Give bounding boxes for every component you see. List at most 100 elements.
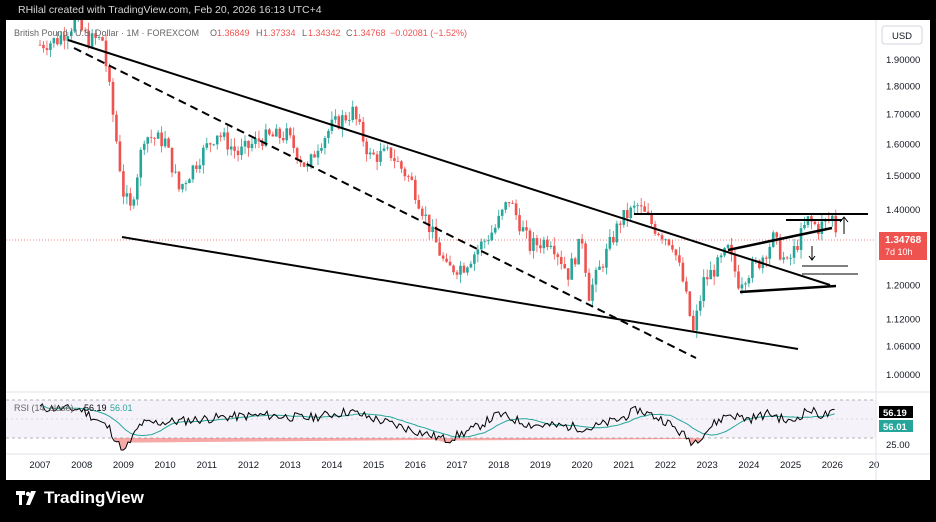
candle-body [215,135,219,145]
candle-body [344,115,348,121]
candle-body [445,258,448,262]
candle-body [379,150,382,162]
candle-body [799,228,803,250]
time-tick-label: 2018 [488,460,509,471]
candle-body [122,171,125,197]
target-arrow-down-head [808,255,816,261]
time-tick-label: 20 [869,460,880,471]
candle-body [73,20,77,32]
candle-body [233,146,236,151]
candle-body [288,128,292,136]
candle-body [49,43,52,51]
candle-body [688,291,692,316]
time-tick-label: 2020 [572,460,593,471]
candle-body [295,148,299,160]
rsi-pane[interactable] [6,399,876,451]
price-axis[interactable]: 1.90000 1.80000 1.70000 1.60000 1.50000 1.400… [886,55,920,381]
candle-body [740,284,744,289]
dashed-trendline[interactable] [73,47,697,359]
candle-body [45,48,49,51]
candle-body [539,245,542,249]
candle-body [542,239,546,249]
candle-body [63,35,66,41]
candle-body [476,249,480,255]
candle-body [733,254,737,272]
price-tick-label: 1.70000 [886,110,920,121]
candle-body [358,119,361,122]
candle-body [573,258,577,265]
candle-body [817,224,820,234]
candle-body [570,258,573,280]
candle-body [97,37,101,38]
candle-body [38,44,42,46]
symbol-title[interactable]: British Pound / U.S. Dollar · 1M · FOREX… [14,28,199,38]
candle-body [83,30,87,32]
price-tick-label: 1.20000 [886,281,920,292]
time-axis[interactable]: 2007 2008 2009 2010 2011 2012 2013 2014 2015 2016… [29,460,879,471]
candle-body [285,128,289,141]
trendlines[interactable] [67,39,868,359]
candle-body [375,154,379,162]
channel-lower-trendline[interactable] [121,236,799,350]
chart-canvas[interactable]: 1.90000 1.80000 1.70000 1.60000 1.50000 1.400… [6,20,930,480]
candle-body [56,38,59,45]
candle-body [764,257,768,259]
candle-body [591,284,594,301]
rsi-label[interactable]: RSI (14, close) [14,403,74,413]
candle-body [639,205,643,207]
time-tick-label: 2008 [71,460,92,471]
candle-body [268,129,271,135]
candle-body [532,238,535,251]
high-value: 1.37334 [263,28,296,38]
candle-body [278,128,282,138]
close-label: C [346,28,353,38]
candle-body [622,210,626,225]
chart-panel[interactable]: 1.90000 1.80000 1.70000 1.60000 1.50000 1.400… [6,20,930,480]
candle-body [195,165,198,169]
channel-upper-trendline[interactable] [67,39,831,286]
low-value: 1.34342 [308,28,341,38]
candle-body [414,179,417,201]
candle-body [549,245,553,248]
candle-body [424,214,428,216]
currency-button[interactable]: USD [881,25,923,45]
triangle-lower-line[interactable] [739,284,837,294]
candle-body [101,37,104,41]
candle-body [615,223,619,243]
candle-body [139,149,143,178]
candle-body [556,254,560,257]
tradingview-logo[interactable]: TradingView [16,488,144,508]
candle-body [208,143,212,145]
candle-body [69,31,73,37]
time-tick-label: 2015 [363,460,384,471]
candle-body [705,277,709,280]
open-value: 1.36849 [217,28,250,38]
candle-body [125,193,129,197]
candle-body [493,227,497,233]
price-tick-label: 1.80000 [886,82,920,93]
candle-body [361,121,365,142]
candle-body [834,215,838,233]
candle-body [188,179,191,184]
candle-body [553,245,556,255]
candle-body [389,147,393,159]
candle-body [351,106,355,121]
candle-body [719,255,723,258]
price-tick-label: 1.12000 [886,314,920,325]
time-tick-label: 2010 [155,460,176,471]
high-label: H [256,28,263,38]
candle-body [698,301,702,311]
candle-body [160,132,163,147]
triangle-upper-line[interactable] [727,226,833,252]
candle-body [521,227,525,232]
candle-body [313,154,316,158]
tradingview-logo-icon [16,491,36,505]
candle-body [559,256,563,265]
candle-body [528,230,532,251]
candle-body [702,277,706,302]
candle-body [514,203,518,216]
time-tick-label: 2021 [613,460,634,471]
candle-body [167,138,170,148]
candle-body [594,269,598,285]
candle-body [455,272,459,275]
